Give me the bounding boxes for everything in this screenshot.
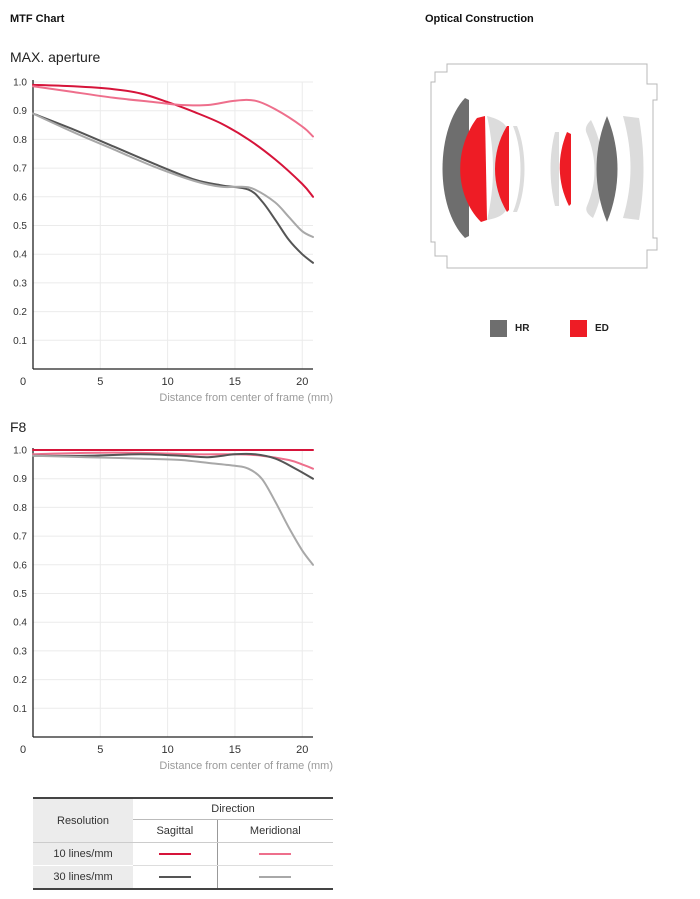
y-tick-label: 0.5	[13, 221, 27, 232]
x-tick-label: 15	[229, 376, 241, 388]
optical-construction-title: Optical Construction	[425, 13, 534, 25]
chart-title-f8: F8	[10, 419, 27, 435]
meridional-header: Meridional	[217, 819, 333, 843]
y-tick-label: 0.8	[13, 135, 27, 146]
row-10-lines: 10 lines/mm	[33, 842, 133, 866]
ed-swatch	[570, 320, 587, 337]
series-line-meridional-30	[32, 112, 314, 238]
direction-header: Direction	[133, 798, 333, 820]
grid	[33, 81, 313, 369]
y-tick-label: 1.0	[13, 78, 27, 89]
legend-ed-label: ED	[595, 323, 609, 334]
lens-barrel-outline	[430, 63, 658, 269]
x-tick-label: 20	[296, 376, 308, 388]
legend-hr: HR	[490, 320, 529, 337]
y-tick-label: 0.1	[13, 704, 27, 715]
y-tick-label: 0.5	[13, 589, 27, 600]
series-line-meridional-30	[32, 454, 314, 566]
y-tick-label: 0.2	[13, 307, 27, 318]
y-tick-label: 0.3	[13, 646, 27, 657]
x-tick-label: 10	[161, 376, 173, 388]
lens-element-1-hr	[442, 98, 469, 238]
y-tick-label: 0.9	[13, 474, 27, 485]
series-line-meridional-10	[32, 85, 314, 138]
sagittal-10-sample	[158, 853, 191, 856]
y-tick-label: 1.0	[13, 446, 27, 457]
sagittal-30-sample	[158, 876, 191, 879]
lens-element-7-ed	[559, 132, 571, 206]
grid	[33, 449, 313, 737]
meridional-10-sample	[259, 853, 292, 856]
lens-element-6	[550, 132, 559, 206]
lens-element-2-ed	[460, 116, 487, 222]
x-tick-label: 10	[161, 744, 173, 756]
optical-construction-diagram	[430, 63, 658, 269]
y-tick-label: 0.1	[13, 336, 27, 347]
series-line-sagittal-30	[32, 112, 314, 264]
chart-title-max-aperture: MAX. aperture	[10, 49, 101, 65]
resolution-header: Resolution	[33, 798, 133, 843]
x-tick-label: 0	[20, 376, 26, 388]
row-30-lines: 30 lines/mm	[33, 865, 133, 889]
legend-hr-label: HR	[515, 323, 530, 334]
y-tick-label: 0.6	[13, 192, 27, 203]
y-tick-label: 0.4	[13, 618, 27, 629]
x-tick-label: 15	[229, 744, 241, 756]
y-tick-label: 0.3	[13, 278, 27, 289]
y-tick-label: 0.7	[13, 532, 27, 543]
y-tick-label: 0.9	[13, 106, 27, 117]
y-tick-label: 0.6	[13, 560, 27, 571]
mtf-chart-f8: 1.0 0.9 0.8 0.7 0.6 0.5 0.4 0.3 0.2 0.1 0 5 10 15 20 Di…	[13, 446, 333, 773]
x-tick-label: 5	[97, 744, 103, 756]
y-tick-label: 0.7	[13, 164, 27, 175]
x-tick-label: 20	[296, 744, 308, 756]
hr-swatch	[490, 320, 507, 337]
lens-element-4-ed	[495, 126, 509, 212]
x-tick-label: 5	[97, 376, 103, 388]
sagittal-header: Sagittal	[133, 819, 218, 843]
series-line-sagittal-30	[32, 452, 314, 480]
y-tick-label: 0.8	[13, 503, 27, 514]
x-tick-label: 0	[20, 744, 26, 756]
y-tick-label: 0.4	[13, 250, 27, 261]
series-line-sagittal-10	[32, 83, 314, 198]
lens-element-9-hr	[596, 116, 618, 222]
lens-element-5	[513, 126, 525, 212]
x-axis-label: Distance from center of frame (mm)	[159, 760, 333, 772]
y-tick-label: 0.2	[13, 675, 27, 686]
mtf-chart-max-aperture: 1.0 0.9 0.8 0.7 0.6 0.5 0.4 0.3 0.2 0.1 0 5 10 15 20 Di…	[13, 78, 333, 405]
lens-element-10	[623, 116, 644, 220]
meridional-30-sample	[259, 876, 292, 879]
mtf-chart-title: MTF Chart	[10, 13, 65, 25]
legend-ed: ED	[570, 320, 609, 337]
mtf-line-legend-table: Resolution Direction Sagittal Meridional…	[33, 797, 333, 890]
x-axis-label: Distance from center of frame (mm)	[159, 392, 333, 404]
